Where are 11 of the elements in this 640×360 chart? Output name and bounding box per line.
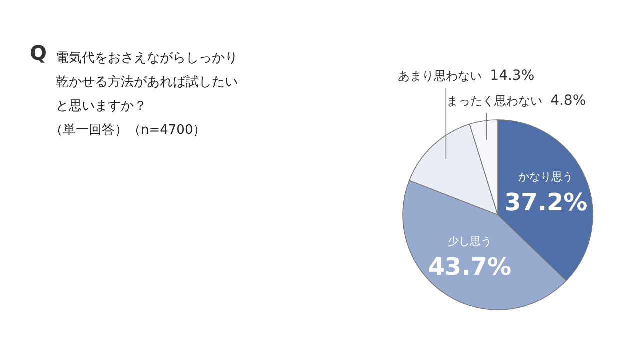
slice-label: かなり思う: [518, 170, 574, 184]
data-label: 37.2%: [504, 188, 588, 217]
text: Q: [30, 41, 48, 65]
data-label: 4.8%: [550, 93, 586, 109]
slice-label: 少し思う: [448, 235, 492, 248]
text: 電気代をおさえながらしっかり乾かせる方法があれば試したいと思いますか？: [56, 51, 238, 114]
slice-label: あまり思わない: [398, 69, 482, 83]
text: （単一回答）（n=4700）: [50, 123, 206, 138]
data-label: 14.3%: [490, 68, 535, 84]
data-label: 43.7%: [428, 253, 512, 282]
slice-label: まったく思わない: [446, 94, 543, 108]
